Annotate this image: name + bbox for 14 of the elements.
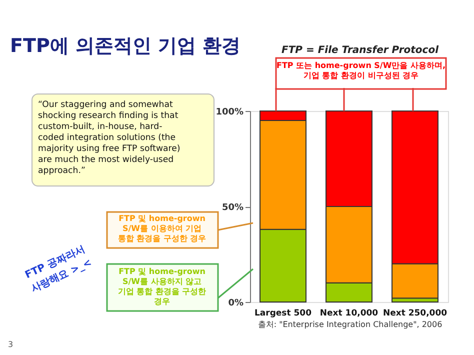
chart-title: FTP에 의존적인 기업 환경 xyxy=(10,35,241,57)
x-tick-label: Next 250,000 xyxy=(382,308,448,318)
x-tick-label: Largest 500 xyxy=(254,308,312,318)
chart-subtitle: FTP = File Transfer Protocol xyxy=(282,45,440,56)
y-tick-label: 100% xyxy=(216,108,244,118)
x-tick-label: Next 10,000 xyxy=(320,308,378,318)
text: FTP 및 home-grown S/W를 사용하지 않고 기업 통합 환경을 구성한 경우 xyxy=(118,267,206,306)
text: 3 xyxy=(8,340,14,349)
text: “Our staggering and somewhat shocking research finding is that custom-built, in-house, hard- coded integration solutions (the majority using free FTP software) are much the most widely-used approach.” xyxy=(38,100,180,176)
y-tick-label: 0% xyxy=(228,298,244,308)
text: FTP 또는 home-grown S/W만을 사용하며, 기업 통합 환경이 비구성된 경우 xyxy=(276,61,446,80)
source-note: 출처: "Enterprise Integration Challenge", 2006 xyxy=(258,320,442,329)
text: FTP 및 home-grown S/W를 이용하여 기업 통합 환경을 구성한 경우 xyxy=(118,214,206,243)
y-tick-label: 50% xyxy=(222,203,244,213)
